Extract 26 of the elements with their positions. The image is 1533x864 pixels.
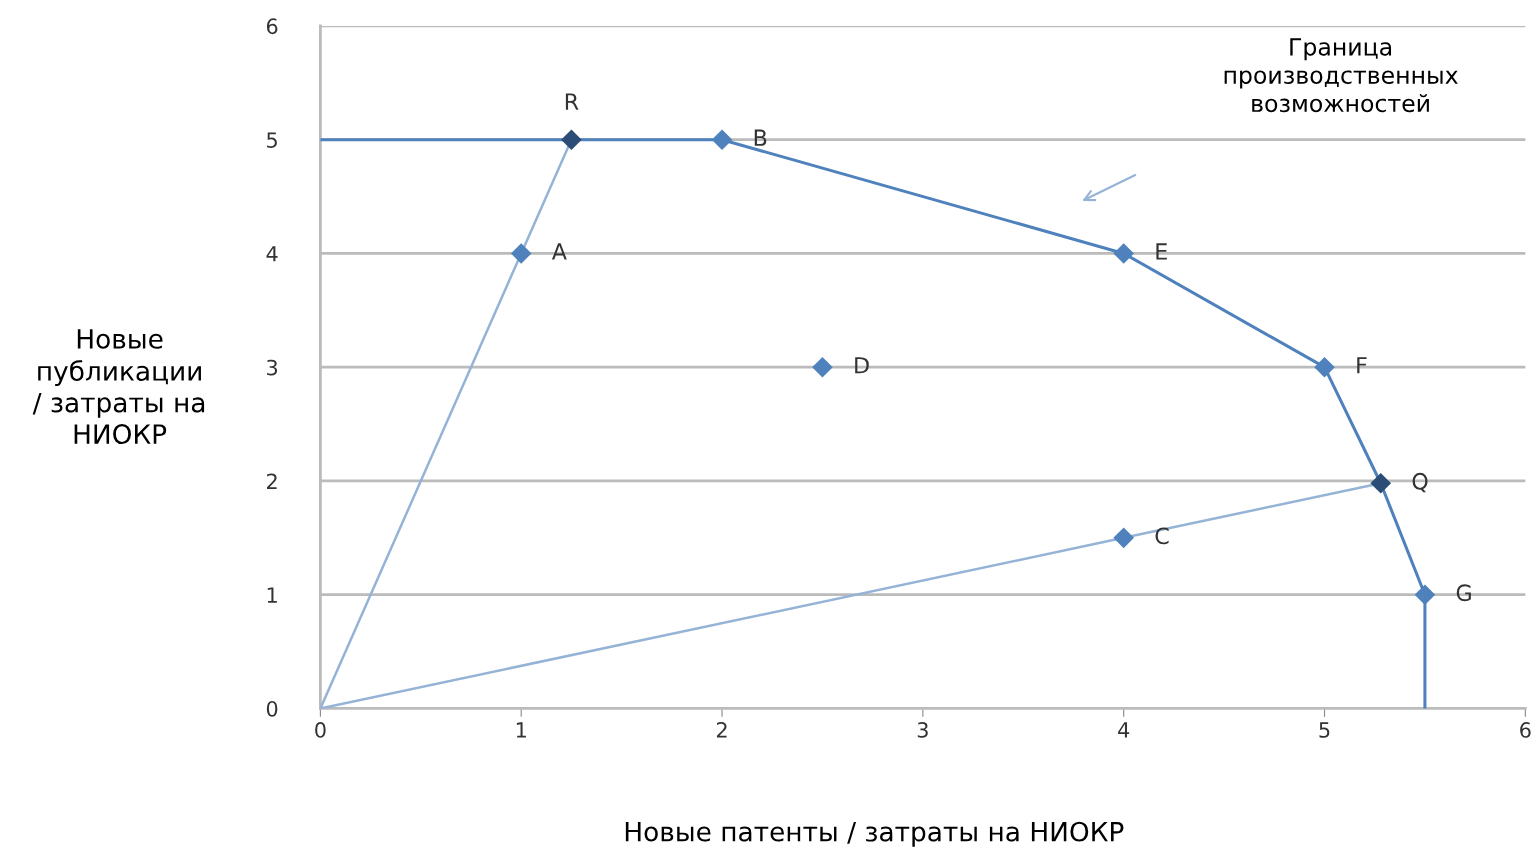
y-tick-label: 6 — [266, 18, 278, 35]
x-tick-label: 1 — [516, 722, 526, 738]
annotation: R — [565, 93, 579, 110]
y-tick-label: 3 — [267, 359, 278, 376]
annotation: E — [1156, 243, 1167, 260]
annotation: Граница производственных возможностей — [1224, 38, 1458, 113]
x-tick-label: 3 — [917, 722, 928, 738]
x-axis-title: Новые патенты / затраты на НИОКР — [625, 821, 1124, 847]
x-tick-label: 4 — [1118, 722, 1130, 738]
x-tick-label: 0 — [315, 722, 326, 738]
annotation: D — [855, 357, 869, 374]
annotation: A — [551, 243, 567, 260]
annotation: G — [1456, 584, 1471, 602]
y-tick-label: 1 — [267, 587, 277, 603]
x-tick-label: 6 — [1520, 722, 1531, 738]
x-tick-label: 5 — [1319, 722, 1330, 738]
y-tick-label: 4 — [266, 246, 278, 262]
annotation: Q — [1412, 472, 1428, 493]
y-tick-label: 0 — [266, 700, 278, 717]
x-tick-label: 2 — [716, 722, 727, 738]
annotation: C — [1155, 527, 1169, 545]
y-axis-title: Новые публикации / затраты на НИОКР — [32, 329, 205, 445]
y-tick-label: 2 — [267, 473, 277, 489]
annotation: B — [754, 129, 767, 146]
annotation: F — [1357, 357, 1367, 374]
y-tick-label: 5 — [267, 132, 277, 148]
